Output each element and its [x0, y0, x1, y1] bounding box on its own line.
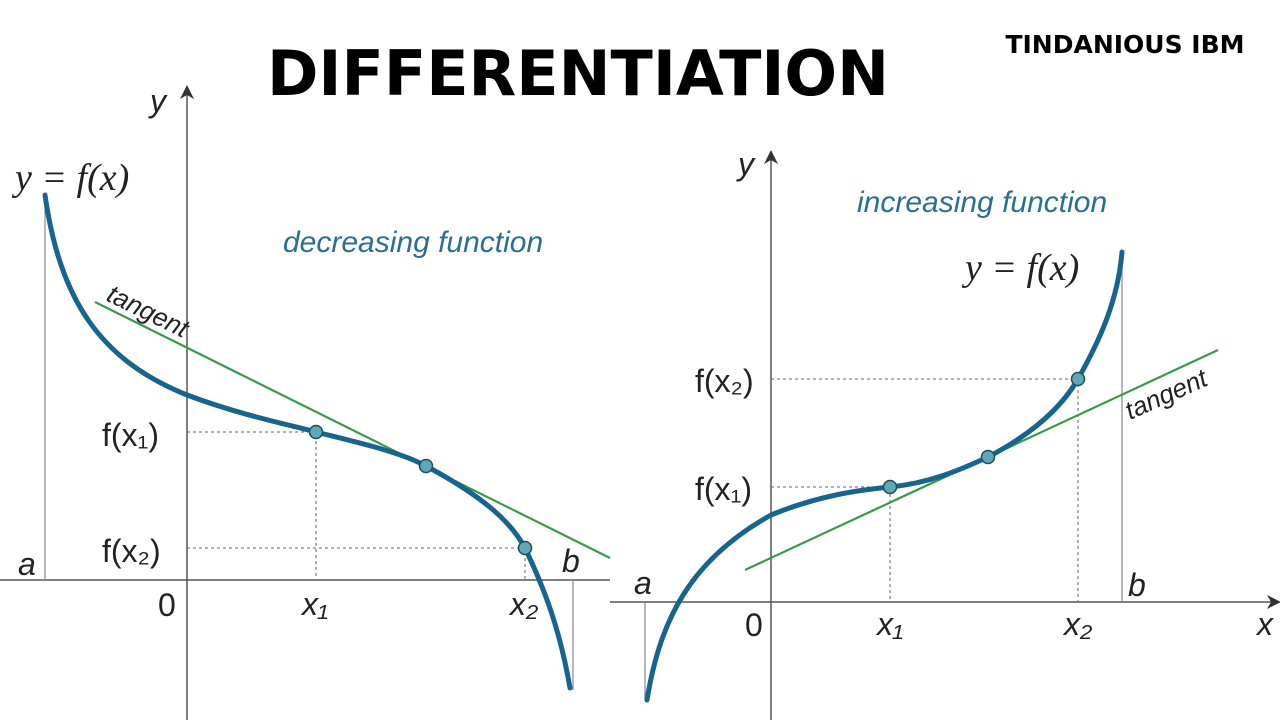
fx1-label: f(x₁) — [695, 471, 752, 507]
origin-label: 0 — [745, 607, 763, 643]
b-label: b — [1128, 567, 1146, 603]
point — [517, 540, 533, 556]
tangent-line — [94, 301, 611, 559]
origin-label: 0 — [158, 587, 176, 623]
x2-label: x₂ — [508, 586, 538, 622]
b-label: b — [562, 543, 580, 579]
point — [308, 424, 324, 440]
function-label: y = f(x) — [961, 247, 1079, 289]
point — [1070, 371, 1086, 387]
fx1-label: f(x₁) — [102, 417, 159, 453]
guides — [187, 431, 526, 580]
x2-label: x₂ — [1062, 606, 1092, 642]
fx2-label: f(x₂) — [695, 363, 754, 399]
tangent-label: tangent — [1120, 362, 1213, 425]
x1-label: x₁ — [875, 606, 903, 642]
x1-label: x₁ — [300, 586, 328, 622]
right-diagram: y increasing function y = f(x) f(x₂) f(x… — [610, 146, 1280, 720]
curve — [42, 192, 573, 691]
title: DIFFERENTIATION — [267, 37, 889, 110]
guides — [771, 378, 1079, 602]
a-label: a — [18, 546, 36, 582]
curve — [644, 249, 1125, 703]
point — [980, 449, 996, 465]
y-label: y — [736, 146, 756, 182]
point — [418, 458, 434, 474]
a-label: a — [634, 565, 652, 601]
caption: decreasing function — [283, 226, 543, 259]
brand: TINDANIOUS IBM — [1005, 30, 1244, 59]
point — [882, 479, 898, 495]
caption: increasing function — [857, 186, 1107, 219]
fx2-label: f(x₂) — [102, 533, 161, 569]
function-label: y = f(x) — [11, 157, 129, 199]
y-label: y — [148, 83, 168, 119]
left-diagram: y y = f(x) decreasing function tangent f… — [0, 83, 611, 720]
x-label: x — [1255, 606, 1274, 642]
tangent-label: tangent — [102, 278, 195, 344]
